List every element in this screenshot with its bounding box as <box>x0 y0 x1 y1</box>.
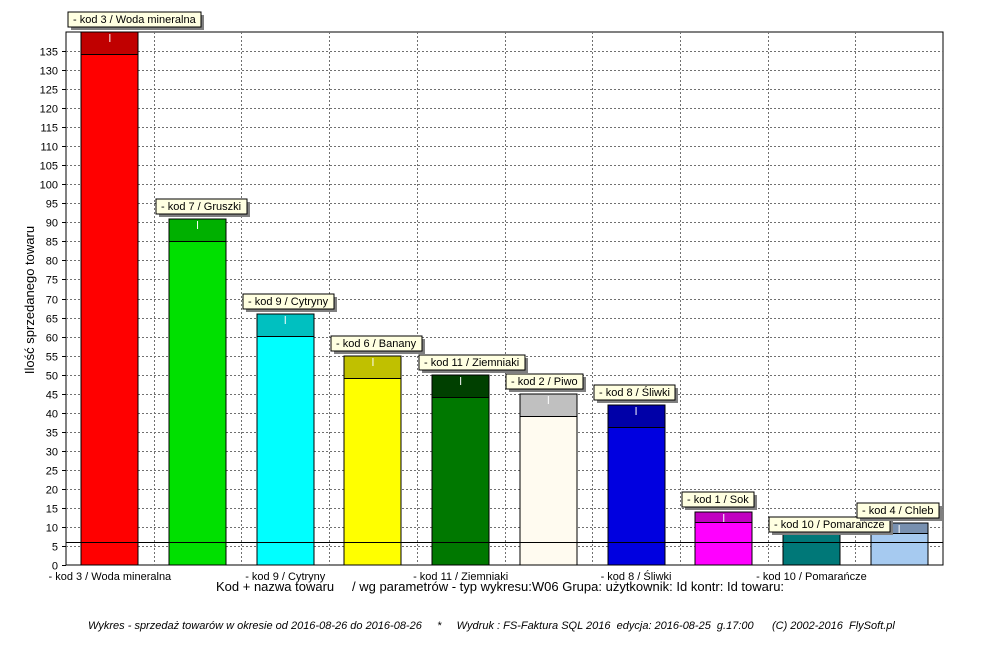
bar-label-box <box>242 293 335 310</box>
bar-label: - kod 1 / Sok <box>681 491 757 510</box>
y-tick-label: 95 <box>46 199 58 211</box>
bar-label: - kod 11 / Ziemniaki <box>418 354 528 373</box>
bar <box>168 218 227 566</box>
bar <box>256 313 315 566</box>
bars-layer <box>66 31 943 566</box>
bar-label: - kod 10 / Pomarańcze <box>768 516 893 535</box>
bar <box>607 404 666 566</box>
bar-label: - kod 4 / Chleb <box>856 502 942 521</box>
x-tick-label: - kod 10 / Pomarańcze <box>756 571 867 583</box>
bar <box>343 355 402 566</box>
bar-label-text: - kod 7 / Gruszki <box>161 201 241 213</box>
x-tick-label: - kod 9 / Cytryny <box>245 571 326 583</box>
x-axis-title-suffix: / wg parametrów - typ wykresu:W06 Grupa:… <box>352 579 784 594</box>
y-tick-label: 50 <box>46 371 58 383</box>
y-tick-label: 115 <box>40 123 58 135</box>
bar-label-text: - kod 10 / Pomarańcze <box>774 519 885 531</box>
y-tick-label: 5 <box>52 542 58 554</box>
bar-label-box <box>856 502 940 519</box>
y-tick-label: 15 <box>46 504 58 516</box>
y-tick-label: 55 <box>46 352 58 364</box>
bar-label-box <box>330 335 423 352</box>
bar-label-text: - kod 1 / Sok <box>687 494 749 506</box>
bar-label-box <box>681 491 755 508</box>
bar-label: - kod 2 / Piwo <box>505 373 586 392</box>
bar-label-text: - kod 3 / Woda mineralna <box>73 14 197 26</box>
y-tick-label: 70 <box>46 295 58 307</box>
x-tick-label: - kod 8 / Śliwki <box>601 570 672 583</box>
y-tick-label: 65 <box>46 314 58 326</box>
y-tick-label: 100 <box>40 180 58 192</box>
bar-label-box <box>505 373 584 390</box>
bar-label: - kod 6 / Banany <box>330 335 425 354</box>
bar-label-box <box>155 198 248 215</box>
bar-label-box <box>768 516 891 533</box>
bar-label: - kod 3 / Woda mineralna <box>67 11 204 30</box>
bar-label: - kod 8 / Śliwki <box>593 384 678 403</box>
x-tick-label: - kod 11 / Ziemniaki <box>413 571 508 583</box>
footer-caption: Wykres - sprzedaż towarów w okresie od 2… <box>88 620 895 632</box>
axis-layer: 0 5 10 15 20 25 30 35 40 45 50 55 60 65 70 75 80 85 90 95 10… <box>40 47 867 584</box>
bar-label-box <box>67 11 202 28</box>
bar-cap <box>81 32 138 55</box>
y-tick-label: 20 <box>46 485 58 497</box>
bar-label-text: - kod 9 / Cytryny <box>248 296 329 308</box>
y-tick-label: 135 <box>40 47 58 59</box>
bar-label-text: - kod 4 / Chleb <box>862 505 934 517</box>
y-axis-title: Ilość sprzedanego towaru <box>22 226 37 374</box>
y-tick-label: 0 <box>52 561 58 573</box>
bar-label-box <box>418 354 526 371</box>
y-tick-label: 30 <box>46 447 58 459</box>
y-tick-label: 125 <box>40 85 58 97</box>
y-tick-label: 120 <box>40 104 58 116</box>
bar-label-text: - kod 2 / Piwo <box>511 376 578 388</box>
bar-cap <box>520 394 577 417</box>
bar-label-text: - kod 6 / Banany <box>336 338 417 350</box>
bar-cap <box>432 375 489 398</box>
bar-cap <box>608 405 665 428</box>
y-tick-label: 105 <box>40 161 58 173</box>
y-tick-label: 130 <box>40 66 58 78</box>
bar-label-text: - kod 8 / Śliwki <box>599 386 670 399</box>
y-tick-label: 110 <box>40 142 58 154</box>
y-tick-label: 90 <box>46 218 58 230</box>
bar <box>519 393 578 566</box>
bar-cap <box>344 356 401 379</box>
y-tick-label: 85 <box>46 237 58 249</box>
y-tick-label: 45 <box>46 390 58 402</box>
bar-label: - kod 7 / Gruszki <box>155 198 250 217</box>
bar-label-text: - kod 11 / Ziemniaki <box>424 357 519 369</box>
x-tick-label: - kod 3 / Woda mineralna <box>48 571 172 583</box>
bar <box>431 374 490 566</box>
y-tick-label: 35 <box>46 428 58 440</box>
y-tick-label: 60 <box>46 333 58 345</box>
y-tick-label: 25 <box>46 466 58 478</box>
bar-cap <box>257 314 314 337</box>
bar <box>80 31 139 566</box>
x-axis-title: Kod + nazwa towaru <box>216 579 334 594</box>
y-tick-label: 10 <box>46 523 58 535</box>
y-tick-label: 40 <box>46 409 58 421</box>
bar-cap <box>169 219 226 242</box>
y-tick-label: 80 <box>46 256 58 268</box>
bar-label: - kod 9 / Cytryny <box>242 293 337 312</box>
bar-label-box <box>593 384 676 401</box>
y-tick-label: 75 <box>46 275 58 287</box>
bar-labels-layer: - kod 3 / Woda mineralna - kod 7 / Gruszk… <box>67 11 942 535</box>
